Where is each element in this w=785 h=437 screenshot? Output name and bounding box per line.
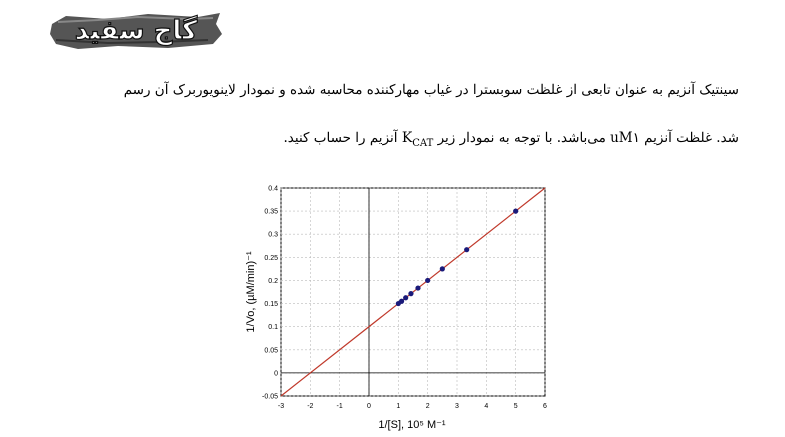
data-point-5 — [425, 277, 431, 284]
kcat-symbol: KCAT — [402, 130, 433, 149]
y-axis-label: 1/Vo, (µM/min)⁻¹ — [245, 251, 257, 333]
y-tick-label-8: 0.35 — [264, 209, 278, 216]
question-line-1: سینتیک آنزیم به عنوان تابعی از غلظت سوبس… — [123, 82, 739, 98]
logo-text: گاج سفید — [74, 15, 199, 46]
y-tick-label-6: 0.25 — [264, 255, 278, 262]
question-line-2: شد. غلظت آنزیم uM۱ می‌باشد. با توجه به ن… — [49, 130, 739, 149]
data-point-4 — [415, 285, 421, 291]
y-tick-label-2: 0.05 — [264, 347, 278, 354]
y-tick-label-0: -0.05 — [262, 394, 278, 401]
lineweaver-burk-chart: -3 -2 -1 0 1 2 3 4 5 6 -0.05 0 0.05 0.1 0.15 0.2 0.25 0.… — [245, 186, 547, 432]
fit-line — [280, 187, 546, 397]
x-tick-labels: -3 -2 -1 0 1 2 3 4 5 6 — [278, 403, 547, 410]
data-point-6 — [439, 266, 445, 272]
logo-brush-background — [50, 13, 222, 49]
data-points — [395, 208, 519, 307]
x-tick-label-1: -2 — [307, 403, 313, 410]
logo: گاج سفید — [48, 10, 224, 52]
x-tick-label-9: 6 — [543, 403, 547, 410]
zero-axes — [281, 188, 545, 396]
x-tick-label-6: 3 — [455, 403, 459, 410]
fit-line-group — [280, 187, 546, 397]
y-tick-label-9: 0.4 — [268, 186, 278, 193]
y-tick-label-4: 0.15 — [264, 301, 278, 308]
data-point-3 — [408, 291, 414, 297]
kcat-main: K — [401, 130, 413, 146]
y-tick-label-1: 0 — [274, 370, 278, 377]
x-tick-label-8: 5 — [514, 403, 518, 410]
x-tick-label-5: 2 — [426, 403, 430, 410]
data-point-1 — [398, 298, 405, 304]
x-tick-label-0: -3 — [278, 403, 284, 410]
x-tick-label-4: 1 — [396, 403, 400, 410]
data-point-7 — [464, 247, 470, 253]
data-point-8 — [513, 208, 519, 214]
kcat-subscript: CAT — [412, 137, 434, 149]
y-tick-label-7: 0.3 — [268, 232, 278, 239]
question-line-2-pre: شد. غلظت آنزیم — [639, 130, 739, 146]
x-tick-label-2: -1 — [337, 403, 343, 410]
data-point-2 — [403, 295, 409, 301]
x-axis-label: 1/[S], 10⁵ M⁻¹ — [378, 419, 446, 431]
y-tick-labels: -0.05 0 0.05 0.1 0.15 0.2 0.25 0.3 0.35 0.4 — [262, 186, 278, 401]
question-line-2-post: آنزیم را حساب کنید. — [283, 130, 402, 146]
question-line-2-mid: می‌باشد. با توجه به نمودار زیر — [433, 130, 611, 146]
y-tick-label-5: 0.2 — [268, 278, 278, 285]
y-tick-label-3: 0.1 — [268, 324, 278, 331]
x-tick-label-3: 0 — [367, 403, 371, 410]
x-tick-label-7: 4 — [484, 403, 488, 410]
enzyme-concentration: uM۱ — [610, 130, 640, 146]
